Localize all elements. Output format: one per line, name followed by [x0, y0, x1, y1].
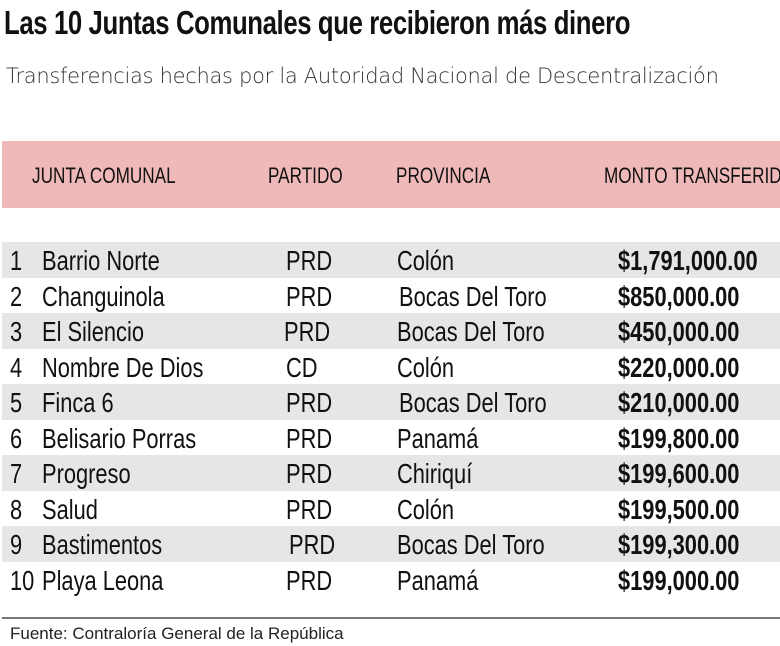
- table-row: 5 Finca 6 PRD Bocas Del Toro $210,000.00: [2, 384, 780, 420]
- partido-cell: PRD: [286, 458, 333, 489]
- monto-cell: $199,600.00: [618, 458, 740, 489]
- provincia-cell: Panamá: [397, 422, 479, 454]
- rank-cell: 3: [10, 316, 23, 347]
- rank-cell: 5: [10, 387, 23, 418]
- partido-cell: CD: [286, 351, 318, 383]
- rank-cell: 2: [10, 280, 23, 312]
- partido-cell: PRD: [289, 529, 336, 560]
- partido-cell: PRD: [286, 387, 333, 418]
- rank-cell: 8: [10, 493, 23, 525]
- junta-cell: Belisario Porras: [42, 422, 197, 454]
- divider: [2, 617, 780, 619]
- provincia-cell: Colón: [397, 351, 455, 383]
- monto-cell: $1,791,000.00: [618, 245, 758, 276]
- provincia-cell: Chiriquí: [397, 458, 473, 489]
- table-row: 7 Progreso PRD Chiriquí $199,600.00: [2, 455, 780, 491]
- table-row: 3 El Silencio PRD Bocas Del Toro $450,000.00: [2, 313, 780, 349]
- monto-cell: $199,300.00: [618, 529, 740, 560]
- junta-cell: Progreso: [42, 458, 131, 489]
- partido-cell: PRD: [284, 316, 331, 347]
- partido-cell: PRD: [286, 422, 333, 454]
- rank-cell: 6: [10, 422, 23, 454]
- table-row: 8 Salud PRD Colón $199,500.00: [2, 491, 780, 527]
- partido-cell: PRD: [286, 280, 333, 312]
- chart-title: Las 10 Juntas Comunales que recibieron m…: [4, 4, 631, 41]
- junta-cell: El Silencio: [42, 316, 144, 347]
- provincia-cell: Colón: [397, 245, 455, 276]
- monto-cell: $199,800.00: [618, 422, 740, 454]
- partido-cell: PRD: [286, 245, 333, 276]
- chart-subtitle: Transferencias hechas por la Autoridad N…: [6, 64, 719, 88]
- column-header-partido: PARTIDO: [268, 163, 343, 188]
- partido-cell: PRD: [286, 564, 333, 596]
- provincia-cell: Bocas Del Toro: [399, 280, 547, 312]
- monto-cell: $210,000.00: [618, 387, 740, 418]
- monto-cell: $850,000.00: [618, 280, 740, 312]
- provincia-cell: Colón: [397, 493, 455, 525]
- provincia-cell: Bocas Del Toro: [397, 316, 545, 347]
- rank-cell: 1: [10, 245, 23, 276]
- provincia-cell: Panamá: [397, 564, 479, 596]
- column-header-provincia: PROVINCIA: [396, 163, 491, 188]
- monto-cell: $450,000.00: [618, 316, 740, 347]
- table-row: 9 Bastimentos PRD Bocas Del Toro $199,300.00: [2, 526, 780, 562]
- junta-cell: Nombre De Dios: [42, 351, 204, 383]
- rank-cell: 4: [10, 351, 23, 383]
- monto-cell: $199,000.00: [618, 564, 740, 596]
- table-row: 2 Changuinola PRD Bocas Del Toro $850,000.00: [2, 278, 780, 314]
- junta-cell: Playa Leona: [42, 564, 164, 596]
- table-header: JUNTA COMUNAL PARTIDO PROVINCIA MONTO TR…: [2, 141, 780, 208]
- column-header-monto: MONTO TRANSFERIDO: [604, 163, 780, 188]
- partido-cell: PRD: [286, 493, 333, 525]
- junta-cell: Salud: [42, 493, 98, 525]
- junta-cell: Changuinola: [42, 280, 165, 312]
- junta-cell: Bastimentos: [42, 529, 163, 560]
- table-row: 10 Playa Leona PRD Panamá $199,000.00: [2, 562, 780, 598]
- provincia-cell: Bocas Del Toro: [397, 529, 545, 560]
- table-row: 4 Nombre De Dios CD Colón $220,000.00: [2, 349, 780, 385]
- source-note: Fuente: Contraloría General de la Repúbl…: [10, 624, 344, 643]
- column-header-junta: JUNTA COMUNAL: [32, 163, 176, 188]
- rank-cell: 7: [10, 458, 23, 489]
- monto-cell: $199,500.00: [618, 493, 740, 525]
- provincia-cell: Bocas Del Toro: [399, 387, 547, 418]
- monto-cell: $220,000.00: [618, 351, 740, 383]
- table-row: 1 Barrio Norte PRD Colón $1,791,000.00: [2, 242, 780, 278]
- junta-cell: Barrio Norte: [42, 245, 160, 276]
- junta-cell: Finca 6: [42, 387, 114, 418]
- table-row: 6 Belisario Porras PRD Panamá $199,800.00: [2, 420, 780, 456]
- rank-cell: 10: [10, 564, 35, 596]
- rank-cell: 9: [10, 529, 23, 560]
